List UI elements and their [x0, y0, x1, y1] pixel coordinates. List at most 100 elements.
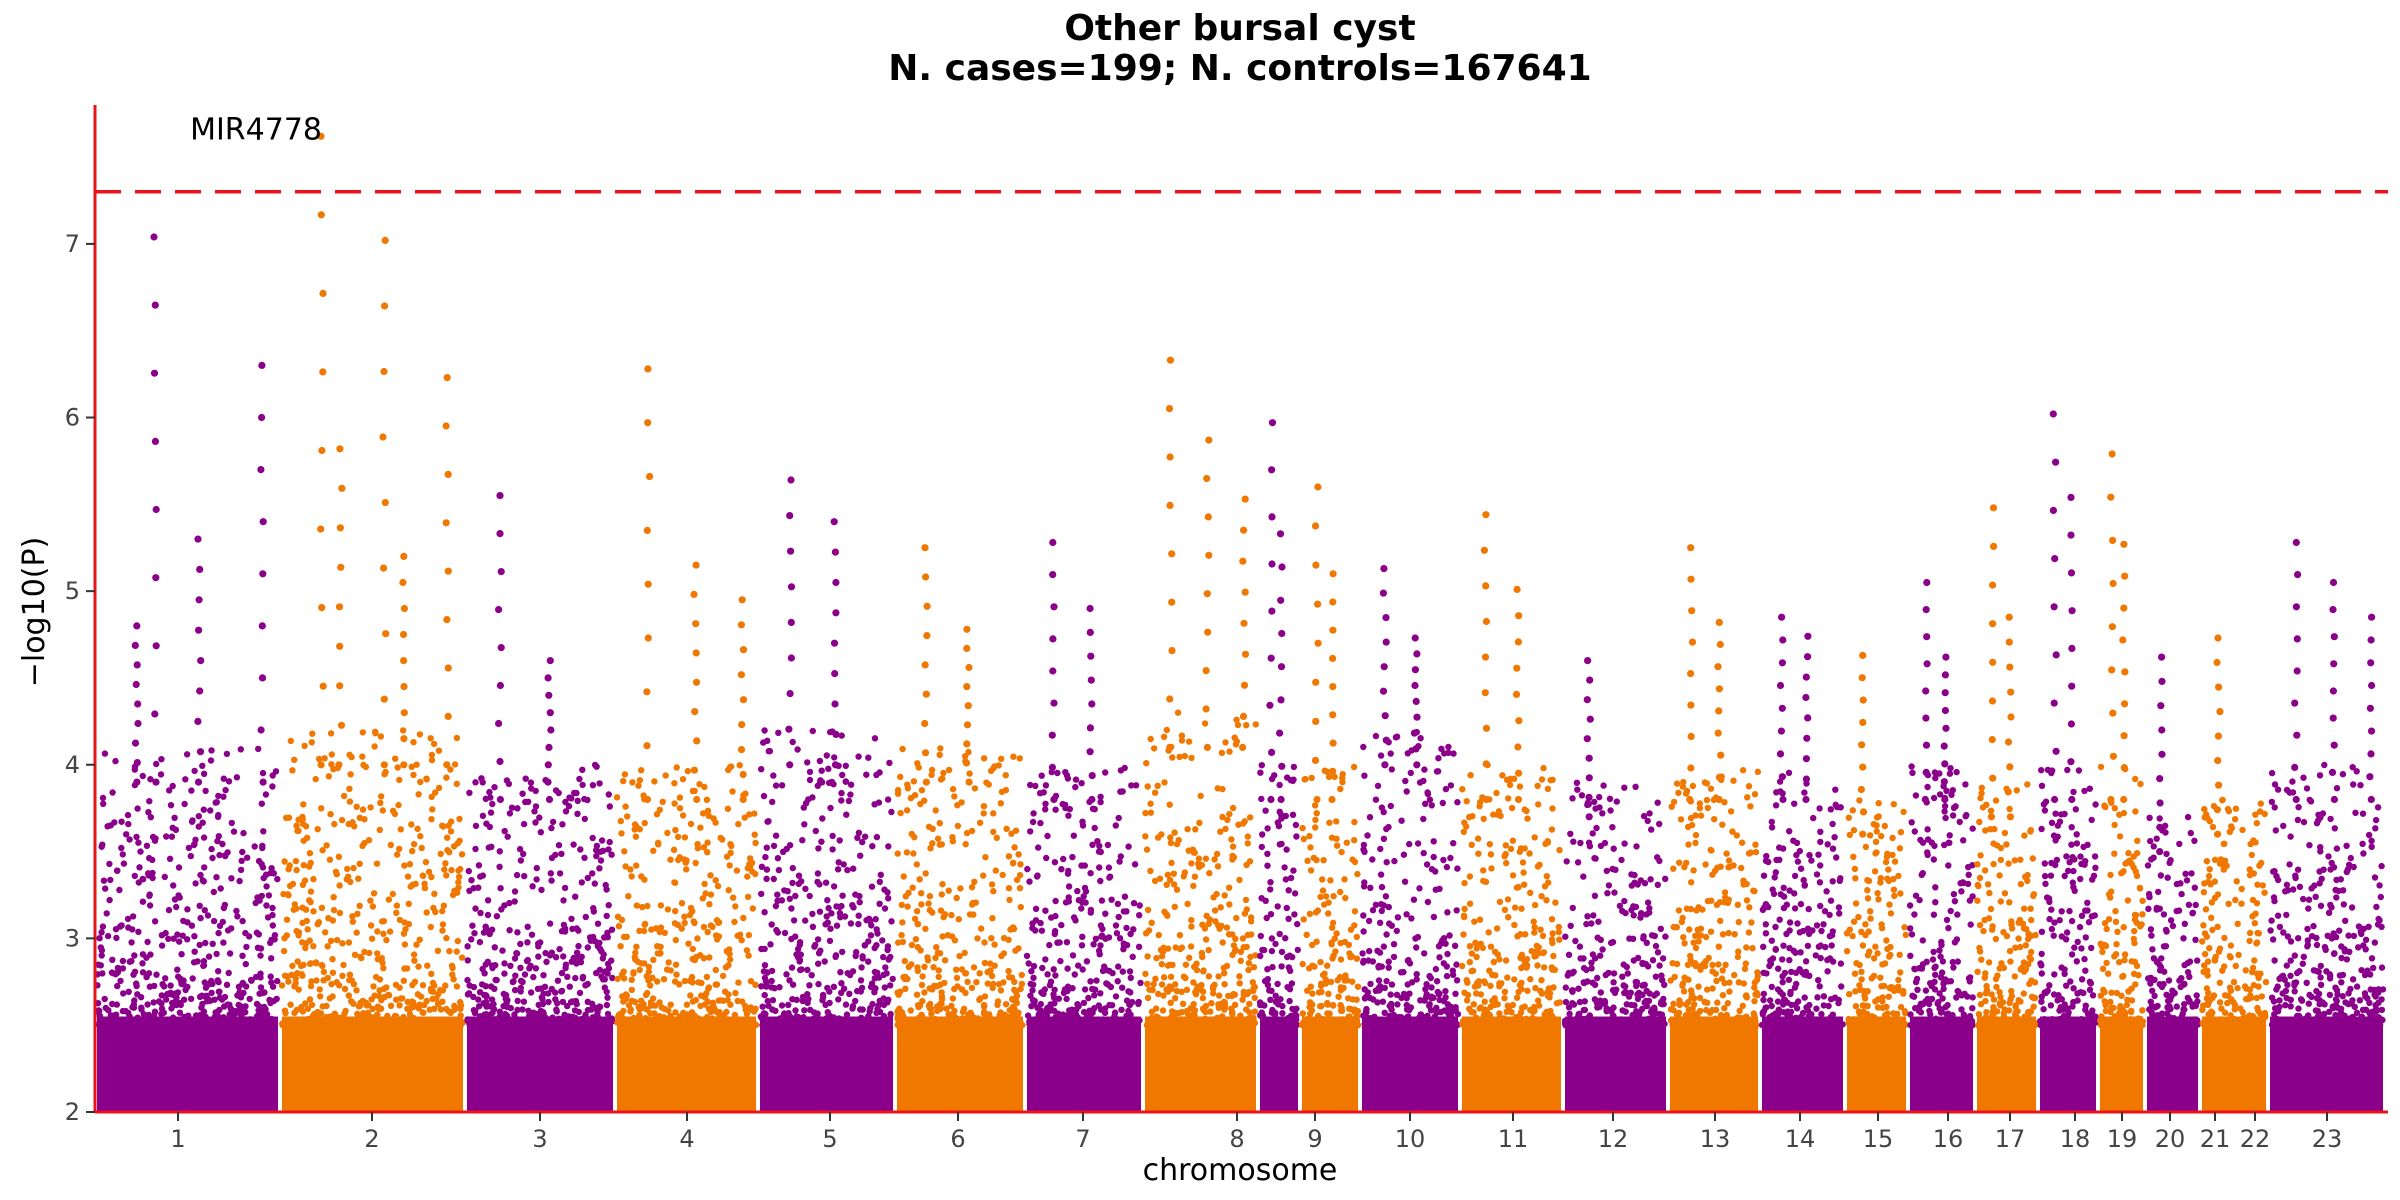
snp-point: [842, 778, 849, 785]
peak-point: [336, 642, 344, 650]
snp-point: [1251, 994, 1258, 1001]
snp-point: [937, 745, 944, 752]
snp-point: [170, 882, 177, 889]
snp-point: [191, 948, 198, 955]
snp-point: [330, 906, 338, 914]
peak-point: [151, 437, 159, 445]
snp-point: [468, 877, 475, 884]
snp-point: [437, 1006, 445, 1013]
snp-point: [768, 921, 775, 928]
snp-point: [1293, 1005, 1300, 1012]
snp-point: [1320, 857, 1327, 864]
snp-point: [538, 886, 545, 894]
snp-point: [454, 937, 461, 945]
snp-point: [984, 980, 991, 987]
snp-point: [305, 1015, 312, 1023]
snp-point: [976, 970, 983, 977]
snp-point: [816, 757, 824, 765]
snp-point: [904, 903, 911, 910]
snp-point: [568, 915, 575, 922]
peak-point: [1481, 689, 1489, 697]
snp-point: [688, 908, 696, 915]
snp-point: [1168, 1013, 1176, 1020]
peak-point: [921, 719, 929, 728]
snp-point: [476, 938, 484, 946]
snp-point: [1166, 983, 1173, 990]
snp-point: [792, 892, 799, 900]
snp-point: [116, 886, 123, 894]
snp-point: [727, 1001, 734, 1008]
snp-point: [1264, 825, 1271, 832]
snp-point: [1322, 893, 1330, 900]
snp-point: [482, 998, 490, 1006]
snp-point: [700, 923, 708, 931]
snp-point: [641, 1021, 648, 1028]
peak-point: [152, 574, 160, 582]
peak-point: [194, 717, 202, 726]
snp-point: [806, 892, 813, 900]
snp-point: [696, 781, 703, 788]
snp-point: [511, 898, 518, 905]
snp-point: [1239, 996, 1246, 1003]
snp-point: [1350, 763, 1358, 771]
snp-point: [1174, 709, 1182, 716]
snp-point: [730, 894, 737, 901]
snp-point: [834, 866, 842, 873]
snp-point: [1005, 967, 1012, 975]
snp-point: [226, 950, 234, 957]
snp-point: [902, 985, 909, 992]
snp-point: [818, 767, 825, 774]
snp-point: [919, 997, 926, 1005]
snp-point: [327, 937, 335, 945]
snp-point: [173, 903, 180, 911]
snp-point: [263, 883, 270, 890]
snp-point: [1530, 918, 1537, 925]
snp-point: [288, 971, 295, 979]
snp-point: [556, 870, 564, 877]
snp-point: [1552, 899, 1559, 906]
snp-point: [482, 925, 490, 932]
snp-point: [214, 1014, 221, 1021]
snp-point: [1391, 857, 1398, 865]
snp-point: [671, 879, 679, 886]
snp-point: [876, 900, 883, 907]
snp-point: [1404, 981, 1411, 988]
snp-point: [910, 778, 918, 785]
snp-point: [849, 902, 856, 909]
snp-point: [560, 953, 567, 960]
snp-point: [921, 963, 928, 970]
snp-point: [1335, 993, 1342, 1000]
snp-point: [865, 754, 872, 761]
snp-point: [882, 964, 889, 971]
chromosome-1-dense-band: [97, 1016, 278, 1112]
snp-point: [989, 915, 996, 922]
snp-point: [133, 833, 140, 841]
chromosome-11-points: [1359, 565, 1462, 1112]
snp-point: [674, 833, 682, 841]
snp-point: [947, 1021, 954, 1029]
snp-point: [825, 765, 832, 772]
chromosome-12-points: [1458, 511, 1564, 1112]
snp-point: [1452, 990, 1459, 997]
snp-point: [366, 1020, 373, 1027]
snp-point: [507, 962, 514, 969]
peak-point: [832, 609, 840, 617]
snp-point: [204, 996, 211, 1003]
snp-point: [1317, 958, 1324, 966]
snp-point: [318, 904, 326, 911]
snp-point: [532, 965, 540, 972]
peak-point: [1329, 570, 1337, 578]
snp-point: [435, 1021, 442, 1029]
snp-point: [775, 729, 782, 736]
snp-point: [431, 890, 438, 897]
data-points: [94, 132, 2387, 1112]
snp-point: [1393, 927, 1401, 935]
peak-point: [1411, 681, 1419, 690]
snp-point: [1333, 842, 1341, 849]
snp-point: [511, 888, 519, 895]
snp-point: [1047, 978, 1055, 985]
snp-point: [1446, 932, 1453, 939]
chromosome-9-points: [1256, 419, 1302, 1112]
snp-point: [1390, 941, 1398, 948]
snp-point: [428, 970, 435, 977]
